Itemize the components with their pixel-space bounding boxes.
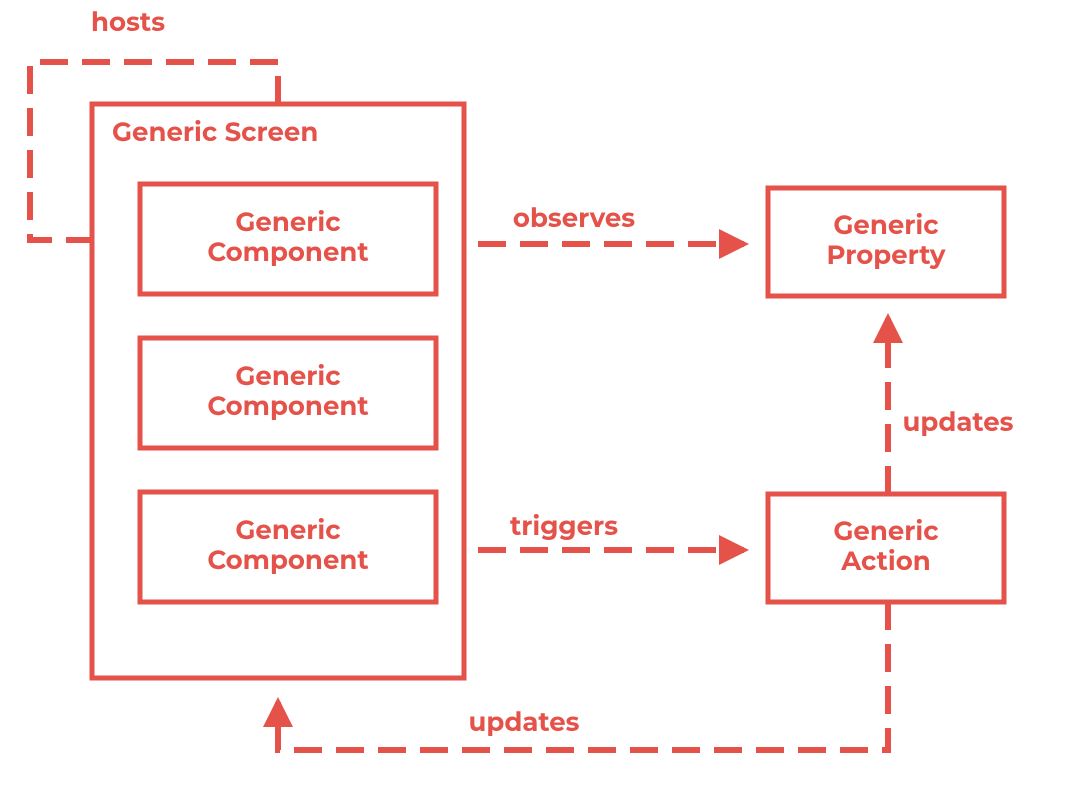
node-label-property: GenericProperty — [827, 209, 946, 271]
edge-label-updates_screen: updates — [469, 706, 580, 738]
edge-label-updates_property: updates — [903, 406, 1014, 438]
node-title-screen: Generic Screen — [112, 116, 318, 148]
architecture-diagram: hosts observes triggers updates updates Gener… — [0, 0, 1074, 796]
edge-label-hosts: hosts — [91, 6, 165, 38]
edge-label-triggers: triggers — [510, 510, 618, 542]
node-label-action: GenericAction — [833, 515, 938, 577]
edge-label-observes: observes — [513, 202, 635, 234]
